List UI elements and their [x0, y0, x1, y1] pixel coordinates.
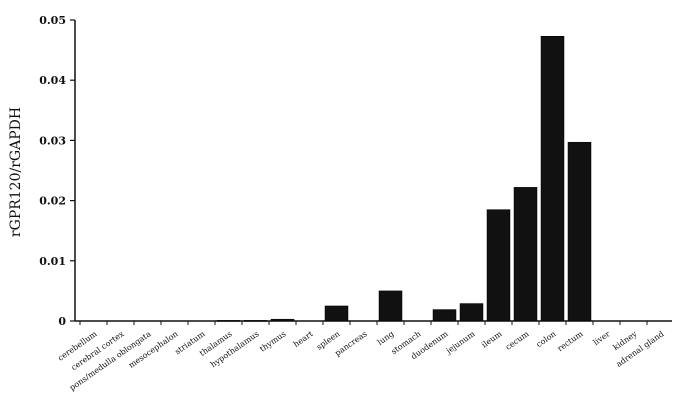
y-tick-label: 0.03 — [39, 134, 66, 147]
y-tick-label: 0.01 — [39, 255, 66, 268]
x-tick-label: adrenal gland — [614, 329, 665, 369]
x-tick-label: cecum — [504, 329, 531, 352]
x-tick-label: thymus — [258, 329, 288, 353]
y-tick-label: 0 — [58, 315, 66, 328]
bar-thymus — [270, 318, 295, 322]
x-tick-label: rectum — [556, 329, 585, 353]
y-tick-label: 0.05 — [39, 14, 66, 27]
bar-lung — [378, 290, 403, 322]
x-tick-label: colon — [535, 329, 558, 349]
bar-rectum — [567, 141, 592, 322]
x-tick-label: heart — [292, 329, 316, 349]
x-tick-label: liver — [592, 329, 612, 347]
x-tick-label: mesocephalon — [127, 329, 180, 370]
bars — [216, 36, 592, 322]
x-tick-label: lung — [376, 329, 396, 347]
bar-colon — [540, 36, 565, 322]
bar-ileum — [486, 209, 511, 322]
bar-jejunum — [459, 303, 484, 322]
x-tick-label: jejunum — [444, 329, 477, 356]
bar-cecum — [513, 187, 538, 322]
bar-thalamus — [216, 320, 241, 322]
bar-spleen — [324, 305, 349, 322]
y-tick-label: 0.04 — [39, 74, 66, 87]
x-tick-label: ileum — [480, 329, 504, 350]
x-tick-label: hypothalamus — [209, 329, 261, 369]
y-tick-label: 0.02 — [39, 195, 66, 208]
bar-duodenum — [432, 309, 457, 322]
y-axis-title: rGPR120/rGAPDH — [8, 107, 24, 237]
y-ticks: 0 0.01 0.02 0.03 0.04 0.05 — [39, 14, 75, 328]
bar-hypothalamus — [243, 320, 268, 322]
